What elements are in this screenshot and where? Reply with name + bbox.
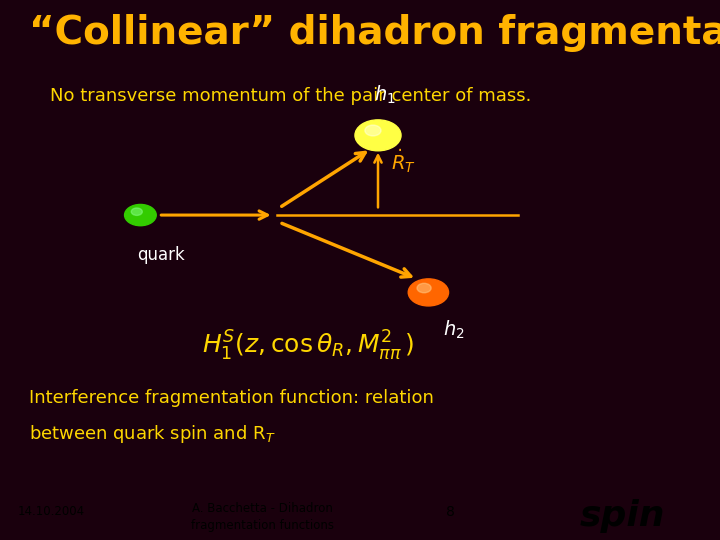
Text: spin: spin	[580, 499, 665, 533]
Text: No transverse momentum of the pair center of mass.: No transverse momentum of the pair cente…	[50, 87, 532, 105]
Circle shape	[125, 205, 156, 226]
Text: 8: 8	[446, 505, 454, 518]
Text: “Collinear” dihadron fragmentation: “Collinear” dihadron fragmentation	[29, 15, 720, 52]
Text: 14.10.2004: 14.10.2004	[18, 505, 85, 518]
Circle shape	[417, 284, 431, 293]
Text: quark: quark	[137, 246, 184, 265]
Text: fragmentation functions: fragmentation functions	[192, 519, 334, 532]
Circle shape	[355, 120, 401, 151]
Text: $\mathit{h}_1$: $\mathit{h}_1$	[374, 84, 396, 106]
Text: between quark spin and R$_T$: between quark spin and R$_T$	[29, 423, 276, 445]
Text: $H_1^S(z,\cos\theta_R,M_{\pi\pi}^2\,)$: $H_1^S(z,\cos\theta_R,M_{\pi\pi}^2\,)$	[202, 328, 414, 363]
Circle shape	[408, 279, 449, 306]
Text: Interference fragmentation function: relation: Interference fragmentation function: rel…	[29, 389, 433, 407]
Text: A. Bacchetta - Dihadron: A. Bacchetta - Dihadron	[192, 502, 333, 515]
Text: $\dot{R}_T$: $\dot{R}_T$	[391, 147, 416, 174]
Text: $\mathit{h}_2$: $\mathit{h}_2$	[443, 319, 464, 341]
Circle shape	[131, 208, 143, 215]
Circle shape	[365, 125, 381, 136]
